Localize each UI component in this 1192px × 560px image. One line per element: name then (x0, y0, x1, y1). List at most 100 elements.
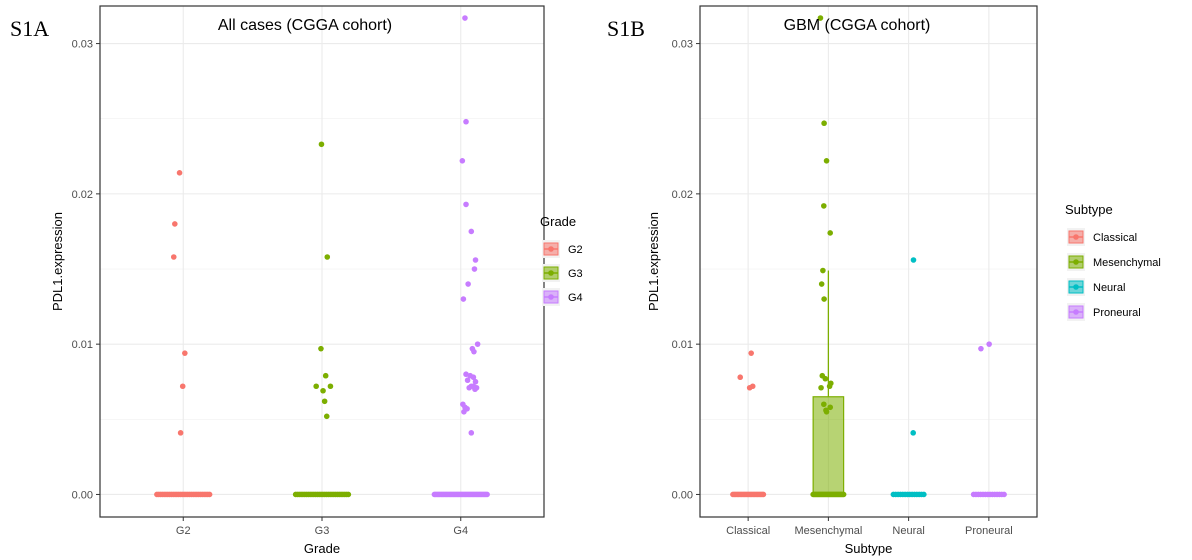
data-point (760, 491, 767, 498)
legend-title: Grade (540, 214, 576, 229)
series-g3 (292, 141, 352, 498)
panel-border (699, 5, 1038, 518)
data-point (823, 158, 830, 164)
data-point (827, 404, 834, 411)
data-point (474, 341, 481, 347)
y-tick-label: 0.02 (672, 189, 693, 201)
data-point (468, 430, 475, 436)
x-tick-label: G3 (315, 525, 330, 537)
data-point (737, 374, 744, 381)
data-point (910, 257, 917, 263)
y-axis-title: PDL1.expression (50, 212, 65, 311)
data-point (463, 201, 469, 208)
data-point (822, 375, 829, 382)
data-point (823, 408, 830, 415)
legend-label: Neural (1093, 282, 1125, 294)
data-point (327, 383, 334, 390)
chart-panel-s1a: 0.00 0.01 0.02 0.03 G2 G3 G4 Grade PDL1.expressi… (10, 5, 583, 556)
panel-label: S1B (607, 16, 645, 41)
data-point (820, 267, 826, 274)
legend-label: Proneural (1093, 307, 1141, 319)
data-point (921, 491, 927, 498)
x-tick-label: Mesenchymal (794, 525, 862, 537)
legend-label: Mesenchymal (1093, 257, 1161, 269)
x-tick-label: Neural (892, 525, 924, 537)
data-point (1001, 491, 1007, 498)
data-point (176, 170, 183, 176)
legend-key-point (1073, 259, 1079, 265)
plot-background (700, 6, 1037, 517)
legend-title: Subtype (1065, 202, 1113, 217)
data-point (172, 221, 178, 227)
data-point (460, 296, 467, 302)
legend-label: G2 (568, 244, 583, 256)
series-g2 (154, 170, 213, 498)
legend-label: G3 (568, 268, 583, 280)
data-point (826, 383, 833, 390)
data-point (462, 15, 468, 21)
legend-label: G4 (568, 292, 583, 304)
data-point (206, 491, 213, 498)
data-point (461, 408, 467, 415)
data-point (170, 254, 177, 260)
data-point (468, 228, 475, 235)
y-axis-title: PDL1.expression (646, 212, 661, 311)
x-axis-title: Subtype (845, 541, 893, 556)
panel-label: S1A (10, 16, 49, 41)
data-point (986, 341, 992, 347)
data-point (817, 15, 824, 21)
data-point (321, 398, 328, 405)
data-point (472, 386, 478, 393)
legend: Subtype Classical Mesenchymal Neural Proneur… (1065, 202, 1161, 321)
y-tick-label: 0.01 (672, 339, 693, 351)
data-point (179, 383, 186, 390)
chart-title: GBM (CGGA cohort) (784, 17, 931, 34)
series-proneural (970, 341, 1007, 498)
data-point (465, 281, 471, 287)
data-point (177, 430, 184, 436)
legend-key-point (1073, 309, 1079, 315)
data-point (464, 377, 471, 384)
data-point (459, 158, 466, 164)
series-classical (730, 350, 767, 498)
legend-key-point (548, 294, 554, 300)
y-tick-label: 0.01 (72, 339, 93, 351)
data-point (322, 372, 329, 379)
data-point (318, 141, 325, 148)
data-point (345, 491, 352, 498)
chart-panel-s1b: 0.00 0.01 0.02 0.03 Classical Mesenchymal Neur… (607, 5, 1161, 556)
data-point (472, 378, 479, 385)
data-point (182, 350, 188, 356)
data-point (472, 257, 479, 263)
x-tick-label: G4 (453, 525, 468, 537)
x-axis-title: Grade (304, 541, 340, 556)
data-point (484, 491, 490, 498)
data-point (910, 430, 916, 436)
data-point (749, 383, 756, 390)
data-point (463, 371, 469, 378)
legend-label: Classical (1093, 232, 1137, 244)
data-point (748, 350, 754, 356)
legend-key-point (548, 270, 554, 276)
data-point (827, 230, 834, 236)
data-point (821, 120, 827, 127)
x-tick-label: Classical (726, 525, 770, 537)
series-mesenchymal (810, 15, 847, 498)
legend-key-point (548, 246, 554, 252)
data-point (463, 118, 469, 125)
y-tick-label: 0.00 (72, 489, 93, 501)
data-point (471, 266, 478, 272)
legend: Grade G2 G3 G4 (540, 214, 583, 306)
data-point (470, 374, 477, 381)
data-point (323, 413, 330, 420)
data-point (320, 387, 326, 394)
legend-key-point (1073, 284, 1079, 290)
chart-title: All cases (CGGA cohort) (218, 17, 392, 34)
data-point (313, 383, 320, 390)
legend-key-point (1073, 234, 1079, 240)
y-tick-label: 0.03 (672, 39, 693, 51)
series-g4 (431, 15, 490, 498)
series-neural (890, 257, 927, 498)
y-tick-label: 0.03 (72, 39, 93, 51)
